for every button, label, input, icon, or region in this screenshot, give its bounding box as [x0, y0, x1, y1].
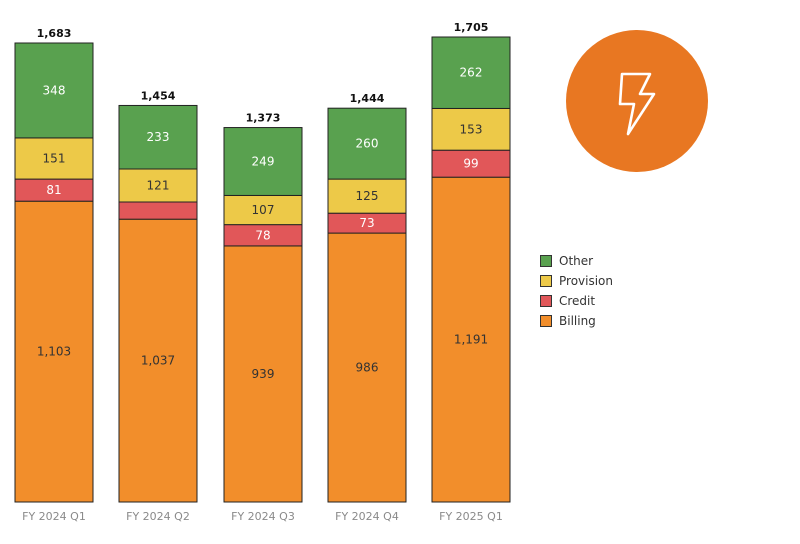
segment-value-label: 107	[252, 203, 275, 217]
bar-segment-billing	[223, 245, 303, 503]
legend-item-credit: Credit	[540, 291, 613, 311]
bar-segment-provision	[327, 178, 407, 214]
x-axis-category-label: FY 2024 Q2	[126, 510, 190, 523]
bar-segment-billing	[14, 200, 94, 503]
bar-total-label: 1,444	[350, 92, 385, 105]
bar-segment-provision	[431, 107, 511, 151]
segment-value-label: 81	[46, 183, 61, 197]
legend-item-other: Other	[540, 251, 613, 271]
bar-segment-billing	[431, 176, 511, 503]
segment-value-label: 939	[252, 367, 275, 381]
x-axis-category-label: FY 2024 Q4	[335, 510, 399, 523]
segment-value-label: 78	[255, 228, 270, 242]
segment-value-label: 121	[147, 179, 170, 193]
bar-segment-credit	[118, 201, 198, 220]
segment-value-label: 1,103	[37, 345, 71, 359]
bar-segment-other	[327, 107, 407, 180]
x-axis-category-label: FY 2025 Q1	[439, 510, 503, 523]
legend-item-provision: Provision	[540, 271, 613, 291]
bar-segment-other	[223, 127, 303, 196]
segment-value-label: 73	[359, 216, 374, 230]
segment-value-label: 1,191	[454, 333, 488, 347]
legend-label: Other	[559, 254, 594, 268]
legend-swatch	[540, 295, 552, 307]
bar-segment-billing	[327, 232, 407, 503]
bar-segment-billing	[118, 218, 198, 503]
segment-value-label: 233	[147, 130, 170, 144]
segment-value-label: 348	[43, 83, 66, 97]
legend-label: Credit	[559, 294, 596, 308]
bar-segment-other	[14, 42, 94, 139]
chart-legend: Other Provision Credit Billing	[540, 251, 613, 331]
segment-value-label: 260	[356, 137, 379, 151]
bar-segment-provision	[14, 137, 94, 180]
lightning-bolt-icon	[618, 72, 656, 136]
x-axis-category-label: FY 2024 Q3	[231, 510, 295, 523]
segment-value-label: 1,037	[141, 354, 175, 368]
segment-value-label: 153	[460, 122, 483, 136]
segment-value-label: 151	[43, 152, 66, 166]
legend-swatch	[540, 255, 552, 267]
segment-value-label: 262	[460, 66, 483, 80]
legend-label: Provision	[559, 274, 614, 288]
bar-total-label: 1,373	[246, 112, 281, 125]
legend-swatch	[540, 275, 552, 287]
bar-total-label: 1,683	[37, 27, 72, 40]
bar-segment-other	[431, 36, 511, 109]
bar-segment-other	[118, 104, 198, 170]
lightning-badge	[566, 30, 708, 172]
legend-item-billing: Billing	[540, 311, 613, 331]
segment-value-label: 125	[356, 189, 379, 203]
segment-value-label: 249	[252, 155, 275, 169]
bar-total-label: 1,705	[454, 21, 489, 34]
legend-label: Billing	[559, 314, 596, 328]
x-axis-category-label: FY 2024 Q1	[22, 510, 86, 523]
bar-segment-credit	[431, 149, 511, 178]
segment-value-label: 986	[356, 361, 379, 375]
legend-swatch	[540, 315, 552, 327]
segment-value-label: 99	[463, 157, 478, 171]
bar-total-label: 1,454	[141, 89, 176, 102]
